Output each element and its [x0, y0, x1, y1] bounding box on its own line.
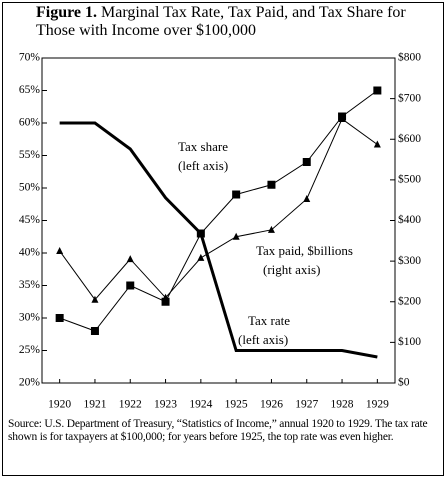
annotation: Tax share	[178, 139, 228, 154]
square-marker	[161, 297, 170, 306]
y2-tick-label: $600	[398, 132, 421, 145]
x-tick-label: 1920	[48, 399, 71, 411]
y-tick-label: 55%	[19, 149, 41, 161]
annotation: Tax rate	[248, 313, 290, 328]
y2-tick-label: $100	[398, 335, 421, 348]
square-marker	[55, 314, 64, 322]
x-tick-label: 1926	[260, 399, 283, 411]
triangle-marker	[56, 246, 64, 254]
y2-tick-label: $0	[398, 376, 410, 389]
annotation: (left axis)	[238, 332, 288, 347]
title-block: Figure 1. Marginal Tax Rate, Tax Paid, a…	[36, 4, 426, 40]
triangle-marker	[91, 295, 99, 303]
triangle-marker	[197, 253, 205, 261]
square-marker	[373, 86, 382, 95]
figure-frame	[2, 2, 444, 476]
series-line	[59, 121, 378, 359]
triangle-marker	[373, 140, 381, 148]
triangle-marker	[303, 194, 311, 202]
chart-title: Marginal Tax Rate, Tax Paid, and Tax Sha…	[36, 4, 406, 39]
x-tick-label: 1921	[83, 399, 106, 411]
y-tick-label: 35%	[19, 279, 41, 291]
figure-label: Figure 1.	[36, 4, 98, 21]
annotation: Tax paid, $billions	[256, 243, 353, 258]
x-tick-label: 1927	[295, 399, 318, 411]
triangle-marker	[162, 293, 170, 301]
square-marker	[196, 229, 205, 238]
square-marker	[302, 158, 311, 166]
y2-tick-label: $200	[398, 294, 421, 307]
square-marker	[267, 180, 276, 189]
y-tick-label: 50%	[19, 182, 41, 194]
y-tick-label: 65%	[19, 84, 41, 96]
y2-tick-label: $300	[398, 254, 421, 267]
square-marker	[232, 190, 241, 199]
series-line	[59, 90, 378, 332]
x-tick-label: 1922	[119, 399, 142, 411]
triangle-marker	[232, 232, 240, 240]
x-tick-label: 1923	[154, 399, 177, 411]
x-tick-label: 1929	[366, 399, 389, 411]
annotation: (right axis)	[263, 262, 320, 277]
square-marker	[90, 327, 99, 335]
y-tick-label: 30%	[19, 312, 41, 324]
y-tick-label: 70%	[19, 52, 41, 64]
y-tick-label: 20%	[19, 377, 41, 389]
x-tick-label: 1924	[189, 399, 212, 411]
chart: 20% 25% 30% 35% 40% 45% 50% 55% 60% 65% 70% $0 $100 $…	[19, 51, 421, 411]
x-tick-label: 1925	[225, 399, 248, 411]
y-tick-label: 60%	[19, 117, 41, 129]
annotation: (left axis)	[178, 158, 228, 173]
source-note: Source: U.S. Department of Treasury, “St…	[8, 418, 428, 443]
y2-tick-label: $500	[398, 173, 421, 186]
y2-tick-label: $400	[398, 213, 421, 226]
y-tick-label: 40%	[19, 247, 41, 259]
x-tick-label: 1928	[331, 399, 354, 411]
square-marker	[126, 281, 135, 290]
triangle-marker	[126, 255, 134, 263]
triangle-marker	[338, 114, 346, 122]
y-tick-label: 45%	[19, 214, 41, 226]
y2-tick-label: $800	[398, 51, 421, 64]
y2-tick-label: $700	[398, 91, 421, 104]
series-line	[59, 118, 378, 301]
triangle-marker	[267, 225, 275, 233]
y-tick-label: 25%	[19, 344, 41, 356]
